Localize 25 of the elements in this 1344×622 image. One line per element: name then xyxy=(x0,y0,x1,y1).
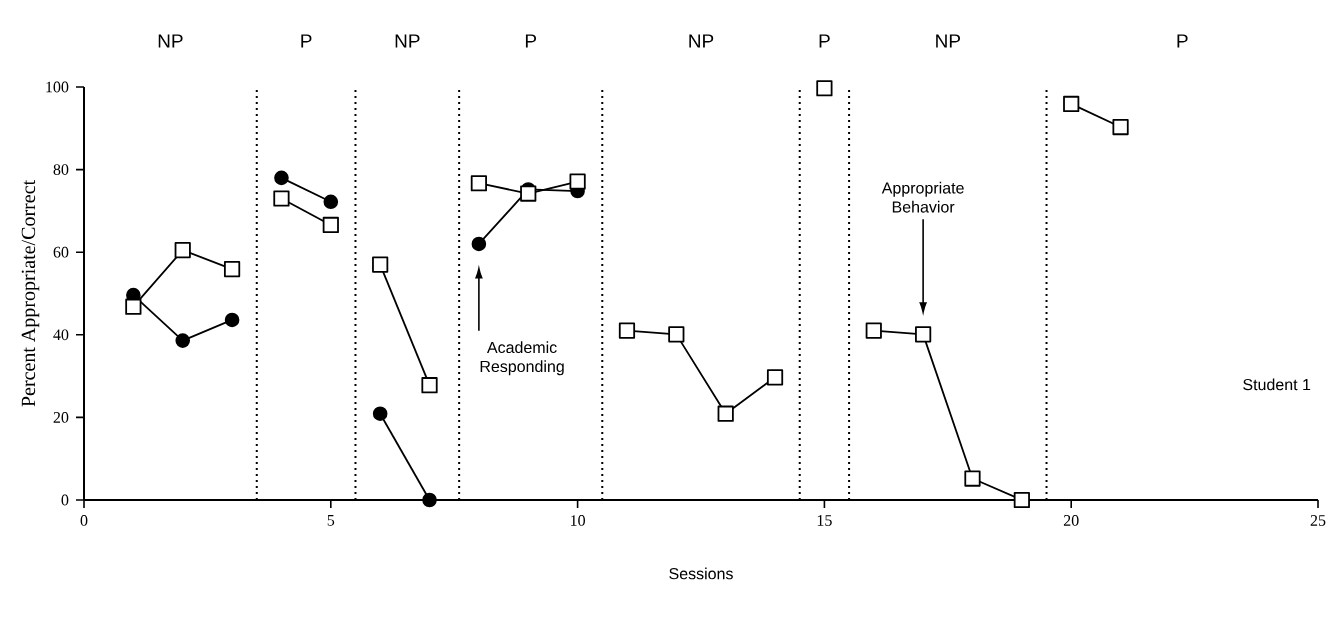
text: NP xyxy=(395,34,420,48)
x-tick-label: 25 xyxy=(1310,515,1326,526)
text: NP xyxy=(158,34,183,48)
x-tick-label: 0 xyxy=(80,515,88,526)
annotation: Academic Responding xyxy=(480,341,564,376)
annotation: Appropriate Behavior xyxy=(881,181,964,213)
x-tick-label: 15 xyxy=(817,515,832,526)
x-tick-label: 20 xyxy=(1063,515,1079,526)
text: P xyxy=(819,34,830,48)
text: P xyxy=(1177,34,1188,48)
annotation: Student 1 xyxy=(1243,378,1311,391)
text: P xyxy=(301,34,312,48)
x-tick-label: 5 xyxy=(327,515,335,526)
text: P xyxy=(525,34,537,48)
y-tick-label: 20 xyxy=(53,412,69,423)
y-tick-label: 40 xyxy=(53,329,69,341)
y-tick-label: 100 xyxy=(46,81,69,93)
text: NP xyxy=(689,34,714,48)
y-axis-title: Percent Appropriate/Correct xyxy=(21,180,40,407)
y-tick-label: 0 xyxy=(61,494,69,506)
x-tick-label: 10 xyxy=(571,515,586,526)
y-tick-label: 60 xyxy=(53,246,69,258)
x-axis-title: Sessions xyxy=(669,567,733,580)
y-tick-label: 80 xyxy=(53,164,69,175)
text: NP xyxy=(936,34,960,48)
